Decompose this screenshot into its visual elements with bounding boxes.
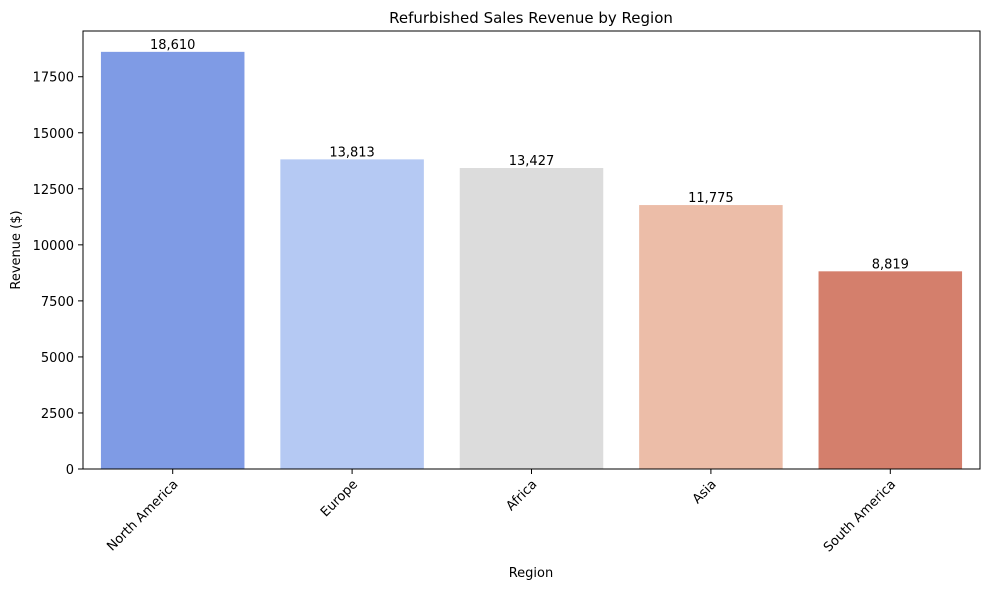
x-tick-label: Africa: [504, 477, 541, 514]
y-tick-label: 0: [66, 463, 74, 478]
y-tick-label: 7500: [41, 295, 74, 310]
data-label: 8,819: [872, 257, 909, 272]
y-tick-label: 10000: [33, 239, 74, 254]
y-tick-label: 2500: [41, 407, 74, 422]
y-tick-label: 5000: [41, 351, 74, 366]
x-tick-label: North America: [104, 477, 181, 554]
x-axis-label: Region: [509, 566, 554, 581]
y-axis-label: Revenue ($): [9, 210, 24, 289]
plot-frame: [82, 30, 981, 470]
data-label: 13,813: [329, 145, 375, 160]
data-label: 18,610: [150, 38, 196, 53]
x-tick-label: Europe: [318, 477, 361, 520]
bar: [818, 271, 963, 469]
bar: [280, 159, 424, 469]
bars-group: 18,610 13,813 13,427 11,775 8,819: [100, 38, 963, 469]
y-tick-label: 15000: [33, 127, 74, 142]
y-tick-label: 12500: [33, 183, 74, 198]
x-tick-label: South America: [821, 477, 899, 555]
chart-title: Refurbished Sales Revenue by Region: [389, 9, 673, 27]
y-tick-label: 17500: [33, 71, 74, 86]
bar: [100, 51, 245, 469]
bar: [639, 205, 783, 469]
data-label: 13,427: [509, 154, 555, 169]
bar: [459, 168, 604, 469]
data-label: 11,775: [688, 191, 734, 206]
x-tick-label: Asia: [690, 477, 720, 507]
